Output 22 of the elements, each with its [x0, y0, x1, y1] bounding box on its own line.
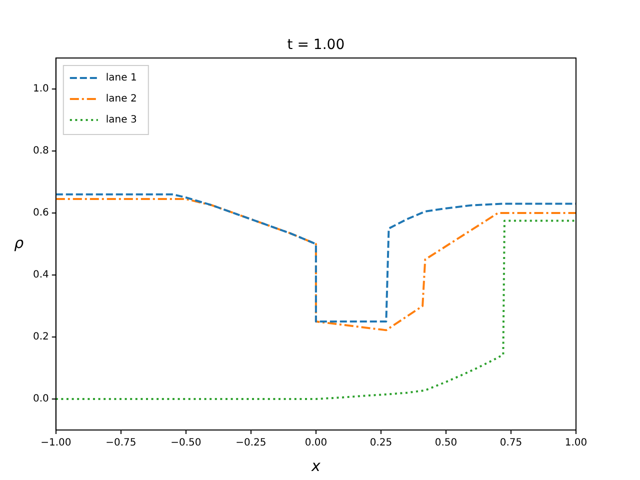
y-tick-label: 0.2: [32, 332, 49, 343]
y-tick-label: 0.8: [32, 146, 49, 157]
x-tick-label: −0.75: [106, 438, 136, 449]
y-tick-label: 1.0: [32, 84, 49, 95]
x-tick-label: 0.50: [434, 438, 458, 449]
y-axis-title: ρ: [14, 234, 24, 252]
legend-label: lane 2: [106, 94, 137, 105]
x-axis-title: x: [310, 457, 321, 475]
x-tick-label: 0.25: [370, 438, 392, 449]
x-tick-label: −0.50: [170, 438, 202, 449]
y-tick-label: 0.6: [32, 208, 49, 219]
x-tick-label: 1.00: [564, 438, 588, 449]
x-tick-label: −0.25: [236, 438, 266, 449]
chart-title: t = 1.00: [287, 37, 345, 53]
y-tick-label: 0.4: [32, 270, 49, 281]
y-tick-label: 0.0: [32, 394, 49, 405]
line-series: [56, 220, 576, 400]
legend-label: lane 1: [106, 72, 137, 84]
x-tick-label: 0.75: [500, 438, 522, 449]
x-tick-label: −1.00: [40, 438, 72, 449]
legend-label: lane 3: [106, 114, 137, 126]
x-tick-label: 0.00: [304, 438, 328, 449]
